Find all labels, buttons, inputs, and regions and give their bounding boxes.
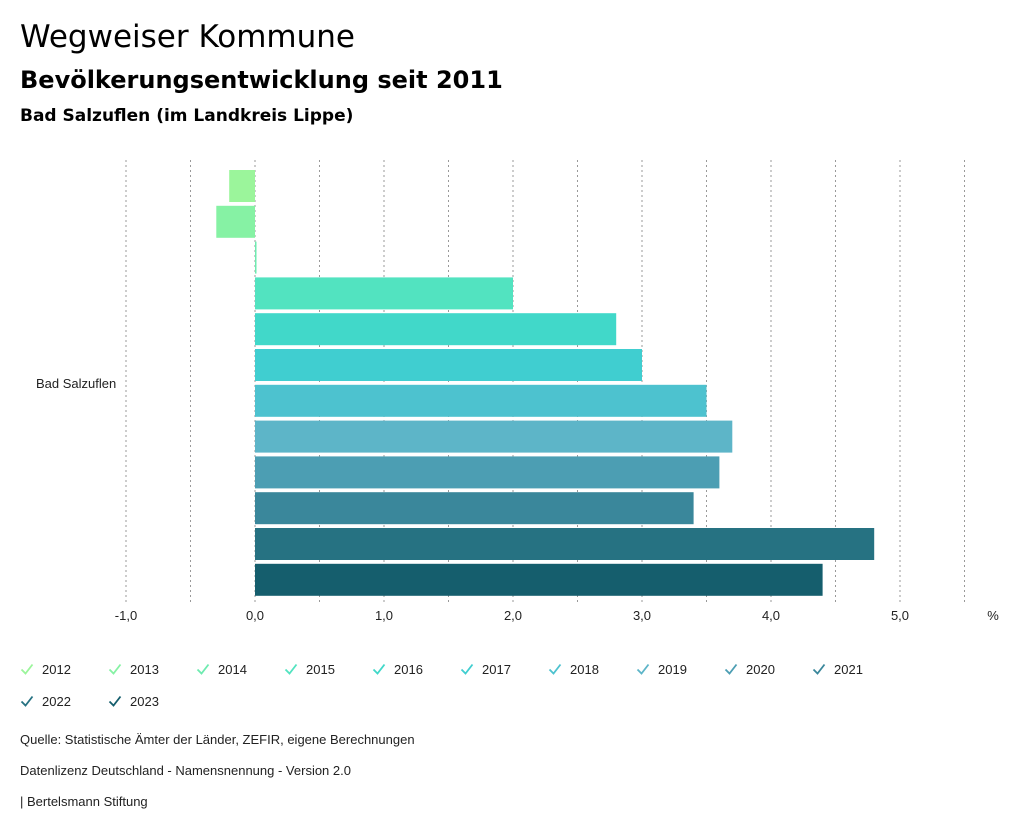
bar-2023[interactable] bbox=[255, 563, 823, 596]
legend-label: 2014 bbox=[218, 661, 247, 677]
bar-2018[interactable] bbox=[255, 384, 707, 417]
legend-item-2021[interactable]: 2021 bbox=[812, 658, 863, 680]
legend-item-2015[interactable]: 2015 bbox=[284, 658, 335, 680]
x-tick-label: 5,0 bbox=[891, 608, 909, 623]
bar-2013[interactable] bbox=[216, 205, 255, 238]
legend-label: 2015 bbox=[306, 661, 335, 677]
bar-2020[interactable] bbox=[255, 456, 720, 489]
legend-label: 2013 bbox=[130, 661, 159, 677]
bar-2019[interactable] bbox=[255, 420, 733, 453]
checkmark-icon bbox=[20, 695, 34, 707]
legend-item-2022[interactable]: 2022 bbox=[20, 690, 71, 712]
legend-label: 2017 bbox=[482, 661, 511, 677]
checkmark-icon bbox=[108, 663, 122, 675]
bar-2017[interactable] bbox=[255, 349, 642, 381]
checkmark-icon bbox=[636, 663, 650, 675]
legend-item-2013[interactable]: 2013 bbox=[108, 658, 159, 680]
category-label: Bad Salzuflen bbox=[36, 376, 116, 391]
x-tick-label: -1,0 bbox=[115, 608, 137, 623]
checkmark-icon bbox=[724, 663, 738, 675]
legend-item-2014[interactable]: 2014 bbox=[196, 658, 247, 680]
checkmark-icon bbox=[284, 663, 298, 675]
checkmark-icon bbox=[548, 663, 562, 675]
legend-item-2016[interactable]: 2016 bbox=[372, 658, 423, 680]
bar-2022[interactable] bbox=[255, 528, 875, 560]
legend-label: 2019 bbox=[658, 661, 687, 677]
unit-label: % bbox=[987, 608, 999, 623]
bar-2015[interactable] bbox=[255, 277, 513, 310]
checkmark-icon bbox=[460, 663, 474, 675]
bar-chart: Bad Salzuflen -1,0 0,0 1,0 2,0 3,0 4,0 5,0% bbox=[36, 160, 999, 623]
bar-2012[interactable] bbox=[229, 170, 255, 202]
legend-label: 2016 bbox=[394, 661, 423, 677]
checkmark-icon bbox=[20, 663, 34, 675]
x-tick-label: 0,0 bbox=[246, 608, 264, 623]
bar-2014[interactable] bbox=[255, 241, 257, 274]
publisher-note: | Bertelsmann Stiftung bbox=[20, 794, 148, 809]
legend-label: 2012 bbox=[42, 661, 71, 677]
legend-item-2023[interactable]: 2023 bbox=[108, 690, 159, 712]
x-tick-label: 1,0 bbox=[375, 608, 393, 623]
legend-label: 2023 bbox=[130, 693, 159, 709]
bar-2021[interactable] bbox=[255, 492, 694, 525]
legend-label: 2021 bbox=[834, 661, 863, 677]
checkmark-icon bbox=[812, 663, 826, 675]
legend-label: 2020 bbox=[746, 661, 775, 677]
region-label: Bad Salzuflen (im Landkreis Lippe) bbox=[20, 106, 354, 126]
checkmark-icon bbox=[196, 663, 210, 675]
x-tick-label: 4,0 bbox=[762, 608, 780, 623]
legend-label: 2018 bbox=[570, 661, 599, 677]
source-note: Quelle: Statistische Ämter der Länder, Z… bbox=[20, 732, 415, 747]
page-title: Wegweiser Kommune bbox=[20, 19, 355, 55]
legend-item-2019[interactable]: 2019 bbox=[636, 658, 687, 680]
x-tick-label: 2,0 bbox=[504, 608, 522, 623]
license-note: Datenlizenz Deutschland - Namensnennung … bbox=[20, 763, 351, 778]
bar-2016[interactable] bbox=[255, 313, 617, 346]
checkmark-icon bbox=[108, 695, 122, 707]
legend-item-2017[interactable]: 2017 bbox=[460, 658, 511, 680]
checkmark-icon bbox=[372, 663, 386, 675]
legend-item-2012[interactable]: 2012 bbox=[20, 658, 71, 680]
legend-label: 2022 bbox=[42, 693, 71, 709]
legend-item-2018[interactable]: 2018 bbox=[548, 658, 599, 680]
x-tick-label: 3,0 bbox=[633, 608, 651, 623]
chart-subtitle: Bevölkerungsentwicklung seit 2011 bbox=[20, 66, 503, 94]
legend-item-2020[interactable]: 2020 bbox=[724, 658, 775, 680]
